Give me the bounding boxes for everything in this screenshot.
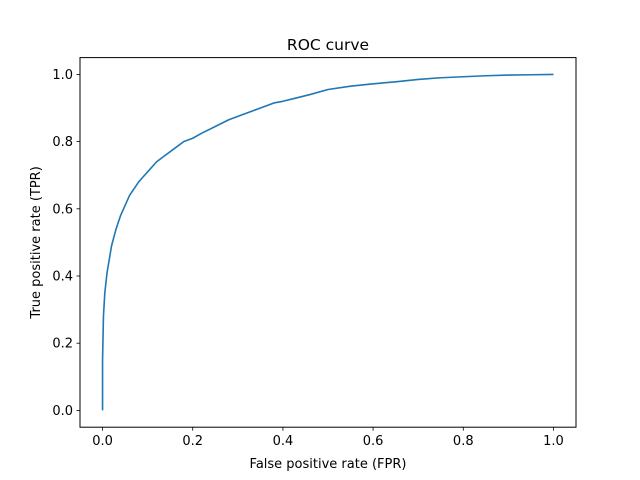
y-tick-label: 0.2: [52, 337, 73, 352]
axes-frame: [79, 57, 577, 428]
y-tick-label: 0.6: [52, 202, 73, 217]
y-tick-label: 0.4: [52, 270, 73, 285]
y-tick-label: 0.0: [52, 404, 73, 419]
x-axis-label: False positive rate (FPR): [250, 457, 407, 472]
y-tick-label: 0.8: [52, 135, 73, 150]
x-tick-label: 0.2: [182, 434, 203, 449]
x-tick-label: 0.6: [363, 434, 384, 449]
x-tick-label: 0.8: [453, 434, 474, 449]
x-tick-label: 0.0: [92, 434, 113, 449]
y-axis: 0.0 0.2 0.4 0.6 0.8 1.0: [52, 68, 80, 419]
chart-title: ROC curve: [287, 36, 369, 54]
x-axis: 0.0 0.2 0.4 0.6 0.8 1.0: [92, 427, 564, 449]
x-tick-label: 0.4: [273, 434, 294, 449]
roc-curve-line: [101, 73, 554, 411]
curve-layer: [101, 73, 554, 411]
y-axis-label: True positive rate (TPR): [29, 166, 44, 319]
y-tick-label: 1.0: [52, 68, 73, 83]
x-tick-label: 1.0: [543, 434, 564, 449]
